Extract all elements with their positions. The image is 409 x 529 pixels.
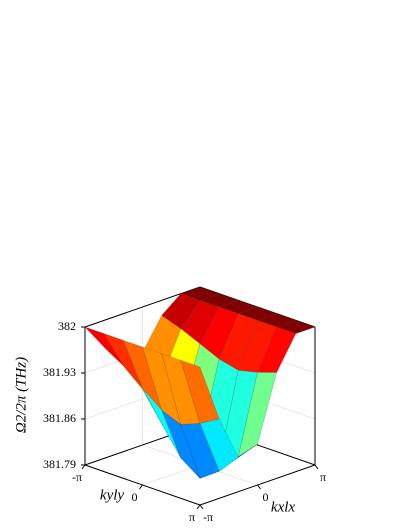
- y-tick: [196, 504, 201, 510]
- y-tick-label: 0: [132, 490, 138, 504]
- y-tick-label: -π: [72, 470, 82, 484]
- x-tick: [257, 484, 261, 490]
- z-tick-label: 382: [58, 319, 76, 333]
- z-tick-label: 381.86: [43, 411, 76, 425]
- z-tick-label: 381.79: [43, 457, 76, 471]
- y-tick: [139, 484, 143, 490]
- x-tick-label: -π: [203, 510, 213, 524]
- x-tick-label: 0: [263, 490, 269, 504]
- y-axis-label: kyly: [100, 487, 124, 503]
- y-tick: [81, 464, 86, 470]
- y-tick-label: π: [189, 510, 195, 524]
- z-axis-label: Ω2/2π (THz): [13, 357, 29, 433]
- x-axis-label: kxlx: [271, 499, 295, 515]
- z-tick-label: 381.93: [43, 365, 76, 379]
- x-tick-label: π: [320, 470, 326, 484]
- x-tick: [199, 504, 204, 510]
- surface-patch: [180, 360, 220, 424]
- x-tick: [314, 464, 319, 470]
